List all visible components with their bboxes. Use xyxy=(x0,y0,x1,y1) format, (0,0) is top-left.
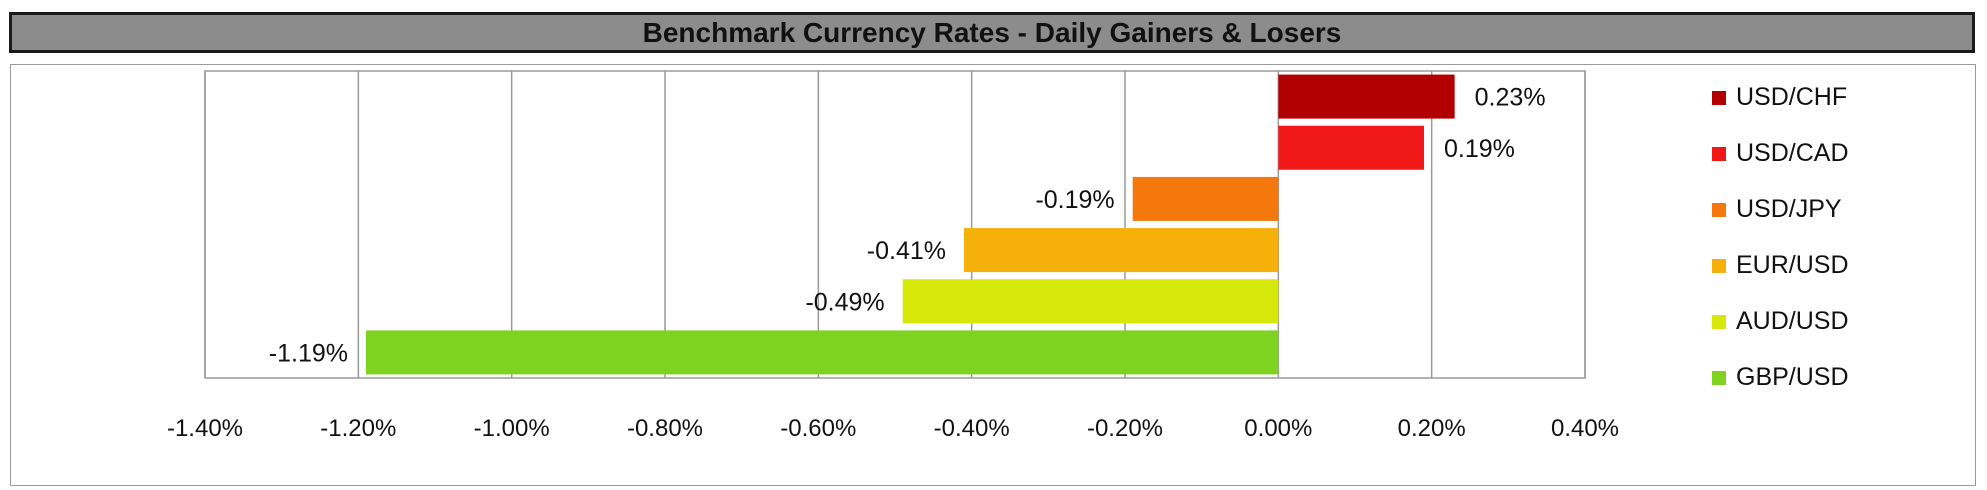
chart-frame xyxy=(10,64,1976,486)
x-tick-label: 0.00% xyxy=(1244,415,1312,442)
legend-swatch xyxy=(1712,259,1726,273)
bars xyxy=(366,74,1455,375)
x-tick-label: -0.80% xyxy=(627,415,703,442)
data-labels: 0.23% 0.19% -0.19% -0.41% -0.49% -1.19% xyxy=(269,84,1546,368)
legend-item[interactable]: GBP/USD xyxy=(1712,363,1849,391)
x-tick-label: -1.00% xyxy=(474,415,550,442)
chart-title-bar: Benchmark Currency Rates - Daily Gainers… xyxy=(9,12,1975,53)
legend[interactable]: USD/CHF USD/CAD USD/JPY EUR/USD AUD/USD GBP/U… xyxy=(1712,83,1849,391)
bar-usd-jpy xyxy=(1132,176,1279,221)
data-label: -0.19% xyxy=(1035,186,1114,214)
data-label: -0.49% xyxy=(805,288,884,316)
legend-swatch xyxy=(1712,147,1726,161)
x-tick-label: -1.20% xyxy=(320,415,396,442)
legend-label: USD/CHF xyxy=(1736,83,1847,111)
bar-usd-cad xyxy=(1278,125,1424,170)
legend-label: EUR/USD xyxy=(1736,251,1849,279)
legend-swatch xyxy=(1712,91,1726,105)
x-tick-label: -1.40% xyxy=(167,415,243,442)
x-tick-label: -0.60% xyxy=(780,415,856,442)
legend-item[interactable]: USD/CHF xyxy=(1712,83,1847,111)
legend-swatch xyxy=(1712,371,1726,385)
legend-swatch xyxy=(1712,315,1726,329)
x-tick-label: -0.20% xyxy=(1087,415,1163,442)
bar-gbp-usd xyxy=(366,330,1279,375)
chart-title: Benchmark Currency Rates - Daily Gainers… xyxy=(642,16,1342,48)
bar-usd-chf xyxy=(1278,74,1455,119)
x-tick-label: 0.40% xyxy=(1551,415,1619,442)
gridlines xyxy=(204,70,1586,379)
data-label: -0.41% xyxy=(867,237,946,265)
legend-item[interactable]: AUD/USD xyxy=(1712,307,1849,335)
bar-eur-usd xyxy=(964,228,1279,273)
legend-item[interactable]: USD/CAD xyxy=(1712,139,1849,167)
legend-label: USD/JPY xyxy=(1736,195,1842,223)
bar-aud-usd xyxy=(902,279,1279,324)
legend-item[interactable]: USD/JPY xyxy=(1712,195,1842,223)
legend-label: USD/CAD xyxy=(1736,139,1849,167)
legend-swatch xyxy=(1712,203,1726,217)
data-label: 0.19% xyxy=(1444,135,1515,163)
x-tick-label: 0.20% xyxy=(1398,415,1466,442)
legend-label: AUD/USD xyxy=(1736,307,1849,335)
legend-item[interactable]: EUR/USD xyxy=(1712,251,1849,279)
x-axis-ticks: -1.40% -1.20% -1.00% -0.80% -0.60% -0.40% -0.2… xyxy=(167,415,1619,442)
data-label: 0.23% xyxy=(1475,84,1546,112)
x-tick-label: -0.40% xyxy=(934,415,1010,442)
data-label: -1.19% xyxy=(269,339,348,367)
legend-label: GBP/USD xyxy=(1736,363,1849,391)
